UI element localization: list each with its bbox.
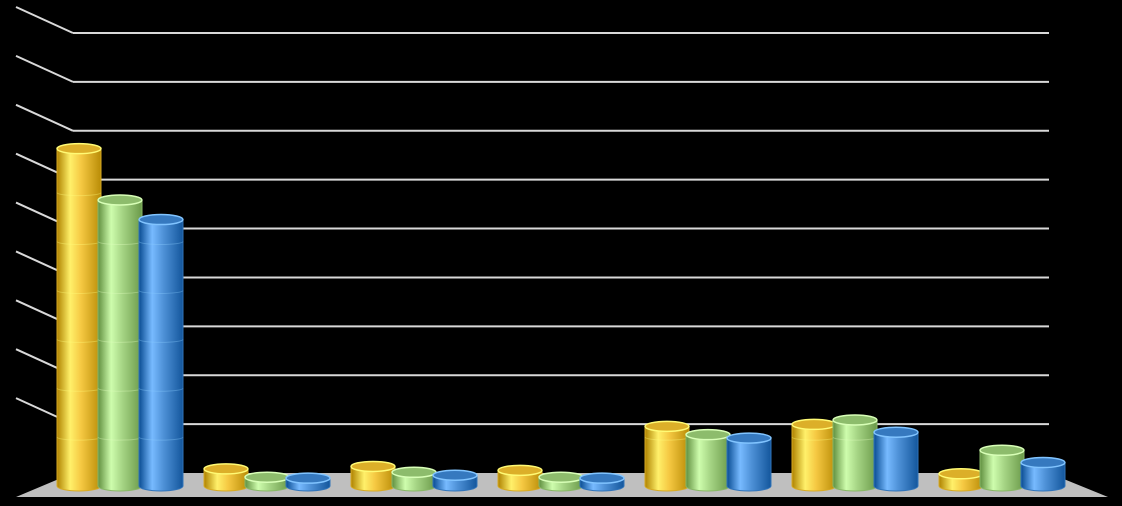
- bar-cap: [685, 428, 731, 441]
- bar-cap: [979, 444, 1025, 457]
- bar-cap: [1020, 456, 1066, 469]
- bar-cap: [432, 469, 478, 481]
- bar: [203, 463, 249, 492]
- side-wall-gridline: [15, 6, 74, 34]
- bar: [832, 414, 878, 492]
- bar-body: [873, 431, 919, 492]
- category-group: [938, 444, 1066, 492]
- category-group: [350, 460, 478, 492]
- bar-cap: [832, 414, 878, 426]
- bar: [244, 471, 290, 492]
- bar-ring: [138, 339, 184, 343]
- bar-ring: [56, 192, 102, 197]
- bar: [97, 194, 143, 492]
- bar: [350, 460, 396, 492]
- category-group: [497, 464, 625, 492]
- bar: [791, 418, 837, 492]
- bar-cap: [873, 426, 919, 438]
- bar-cap: [391, 466, 437, 479]
- bar-body: [726, 437, 772, 492]
- bar-cap: [138, 213, 184, 226]
- bar: [432, 469, 478, 492]
- bar: [644, 420, 690, 492]
- bar-body: [791, 423, 837, 492]
- bar-body: [832, 419, 878, 492]
- bar-cap: [56, 142, 102, 155]
- bar: [685, 428, 731, 492]
- bar: [938, 468, 984, 492]
- bar: [873, 426, 919, 492]
- bar-cap: [203, 463, 249, 475]
- category-group: [791, 414, 919, 492]
- bar-cap: [285, 472, 331, 484]
- side-wall-gridline: [15, 103, 74, 132]
- bar: [497, 464, 543, 492]
- bar-cap: [244, 471, 290, 483]
- bar-cap: [579, 472, 625, 484]
- category-group: [56, 142, 184, 492]
- bar-ring: [138, 387, 184, 392]
- bar-body: [685, 434, 731, 492]
- bar-cap: [791, 418, 837, 431]
- bar: [391, 466, 437, 492]
- bar: [285, 472, 331, 492]
- bar-ring: [138, 290, 184, 294]
- bar-cap: [538, 471, 584, 483]
- bar: [979, 444, 1025, 492]
- bar-ring: [138, 436, 184, 441]
- bar-body: [138, 219, 184, 492]
- bar-body: [644, 425, 690, 492]
- bar-cap: [97, 194, 143, 206]
- bar: [1020, 456, 1066, 492]
- bar: [579, 472, 625, 492]
- gridlines: [73, 32, 1049, 426]
- category-group: [644, 420, 772, 492]
- bar-cap: [726, 432, 772, 444]
- bar-cap: [350, 460, 396, 473]
- bar-ring: [138, 241, 184, 246]
- category-group: [203, 463, 331, 492]
- bar: [538, 471, 584, 492]
- bar: [726, 432, 772, 492]
- bar: [138, 213, 184, 492]
- bar-body: [979, 449, 1025, 492]
- bar: [56, 142, 102, 492]
- bar-cap: [938, 468, 984, 480]
- bar-cap: [644, 420, 690, 433]
- back-walls: [15, 6, 74, 426]
- bar-cap: [497, 464, 543, 477]
- bar-series-group: [56, 142, 1066, 492]
- side-wall-gridline: [15, 54, 74, 83]
- bar-body: [1020, 462, 1066, 492]
